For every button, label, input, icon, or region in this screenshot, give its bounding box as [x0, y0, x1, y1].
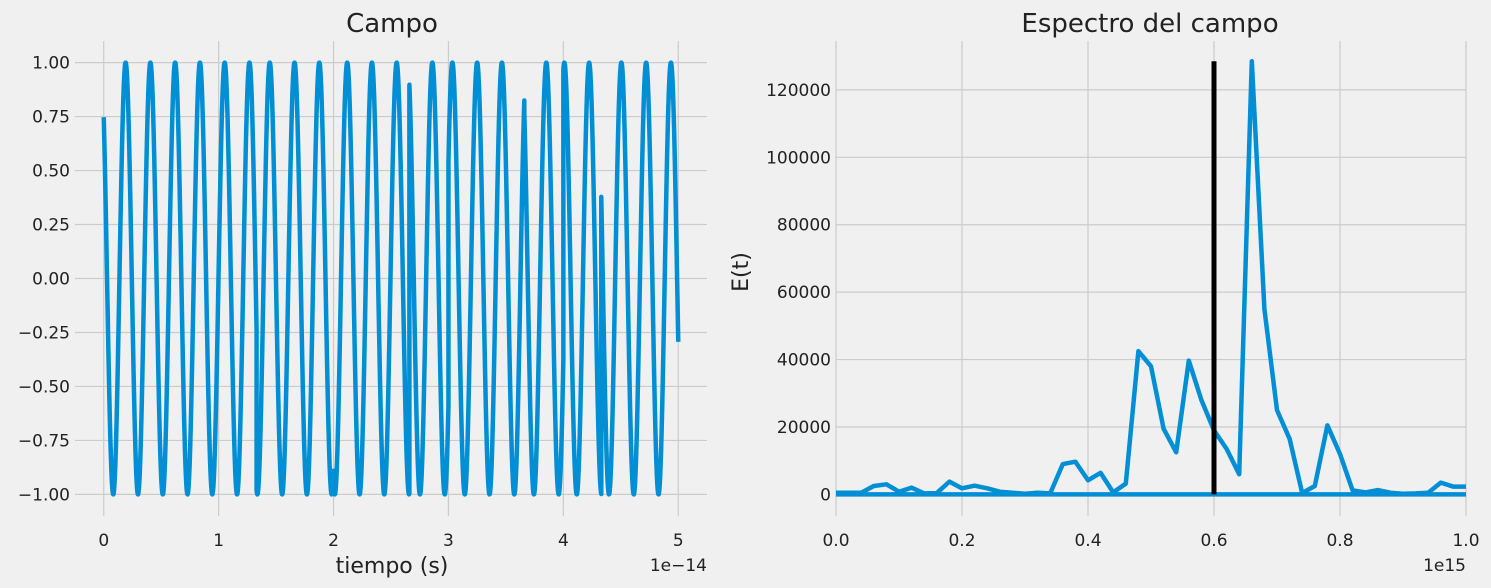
chart-right-title: Espectro del campo — [1021, 9, 1278, 39]
chart-right-x-tick-label: 0.4 — [1074, 531, 1101, 551]
chart-right-y-ticks: 0 20000 40000 60000 80000 100000 120000 — [766, 81, 831, 506]
chart-left-y-tick-label: 0.50 — [32, 162, 70, 182]
chart-right-series-line-0 — [836, 58, 1466, 496]
chart-right-y-tick-label: 40000 — [777, 351, 831, 371]
chart-right-x-tick-label: 1.0 — [1452, 531, 1479, 551]
chart-left: Campo 0 1 2 3 4 5 −1.00 −0.75 −0.50 −0.25 0.00 0.2… — [18, 9, 707, 579]
chart-left-y-tick-label: 1.00 — [32, 54, 70, 74]
chart-left-x-ticks: 0 1 2 3 4 5 — [98, 531, 683, 551]
chart-left-title: Campo — [346, 9, 438, 39]
chart-left-x-tick-label: 3 — [443, 531, 454, 551]
chart-right-y-label: E(t) — [729, 252, 754, 292]
chart-right-x-ticks: 0.0 0.2 0.4 0.6 0.8 1.0 — [822, 531, 1479, 551]
chart-right-y-tick-label: 120000 — [766, 81, 831, 101]
chart-left-x-offset: 1e−14 — [650, 556, 707, 576]
chart-left-y-ticks: −1.00 −0.75 −0.50 −0.25 0.00 0.25 0.50 0.75 1.00 — [18, 54, 70, 506]
chart-left-y-tick-label: −1.00 — [18, 485, 70, 505]
chart-left-series — [101, 60, 681, 497]
chart-right-x-tick-label: 0.6 — [1200, 531, 1227, 551]
chart-right-y-tick-label: 0 — [820, 485, 831, 505]
chart-left-y-tick-label: −0.75 — [18, 431, 70, 451]
chart-right-x-offset: 1e15 — [1423, 556, 1466, 576]
chart-left-y-tick-label: 0.00 — [32, 270, 70, 290]
chart-right-y-tick-label: 80000 — [777, 216, 831, 236]
chart-left-x-tick-label: 5 — [673, 531, 684, 551]
chart-right-x-tick-label: 0.0 — [822, 531, 849, 551]
chart-left-y-tick-label: 0.75 — [32, 108, 70, 128]
chart-left-y-tick-label: 0.25 — [32, 216, 70, 236]
chart-left-x-tick-label: 0 — [98, 531, 109, 551]
chart-right-y-tick-label: 20000 — [777, 418, 831, 438]
chart-left-x-label: tiempo (s) — [336, 554, 449, 579]
chart-right-series — [836, 58, 1466, 497]
chart-right-x-tick-label: 0.2 — [948, 531, 975, 551]
chart-right-y-tick-label: 60000 — [777, 283, 831, 303]
chart-left-series-line-0 — [101, 60, 681, 497]
chart-left-y-tick-label: −0.50 — [18, 377, 70, 397]
chart-left-y-tick-label: −0.25 — [18, 323, 70, 343]
chart-left-x-tick-label: 2 — [328, 531, 339, 551]
chart-left-x-tick-label: 1 — [213, 531, 224, 551]
chart-left-x-tick-label: 4 — [558, 531, 569, 551]
chart-right-y-tick-label: 100000 — [766, 148, 831, 168]
chart-right-x-tick-label: 0.8 — [1326, 531, 1353, 551]
chart-right: Espectro del campo 0.0 0.2 0.4 0.6 0.8 1.0 0 2… — [729, 9, 1480, 576]
